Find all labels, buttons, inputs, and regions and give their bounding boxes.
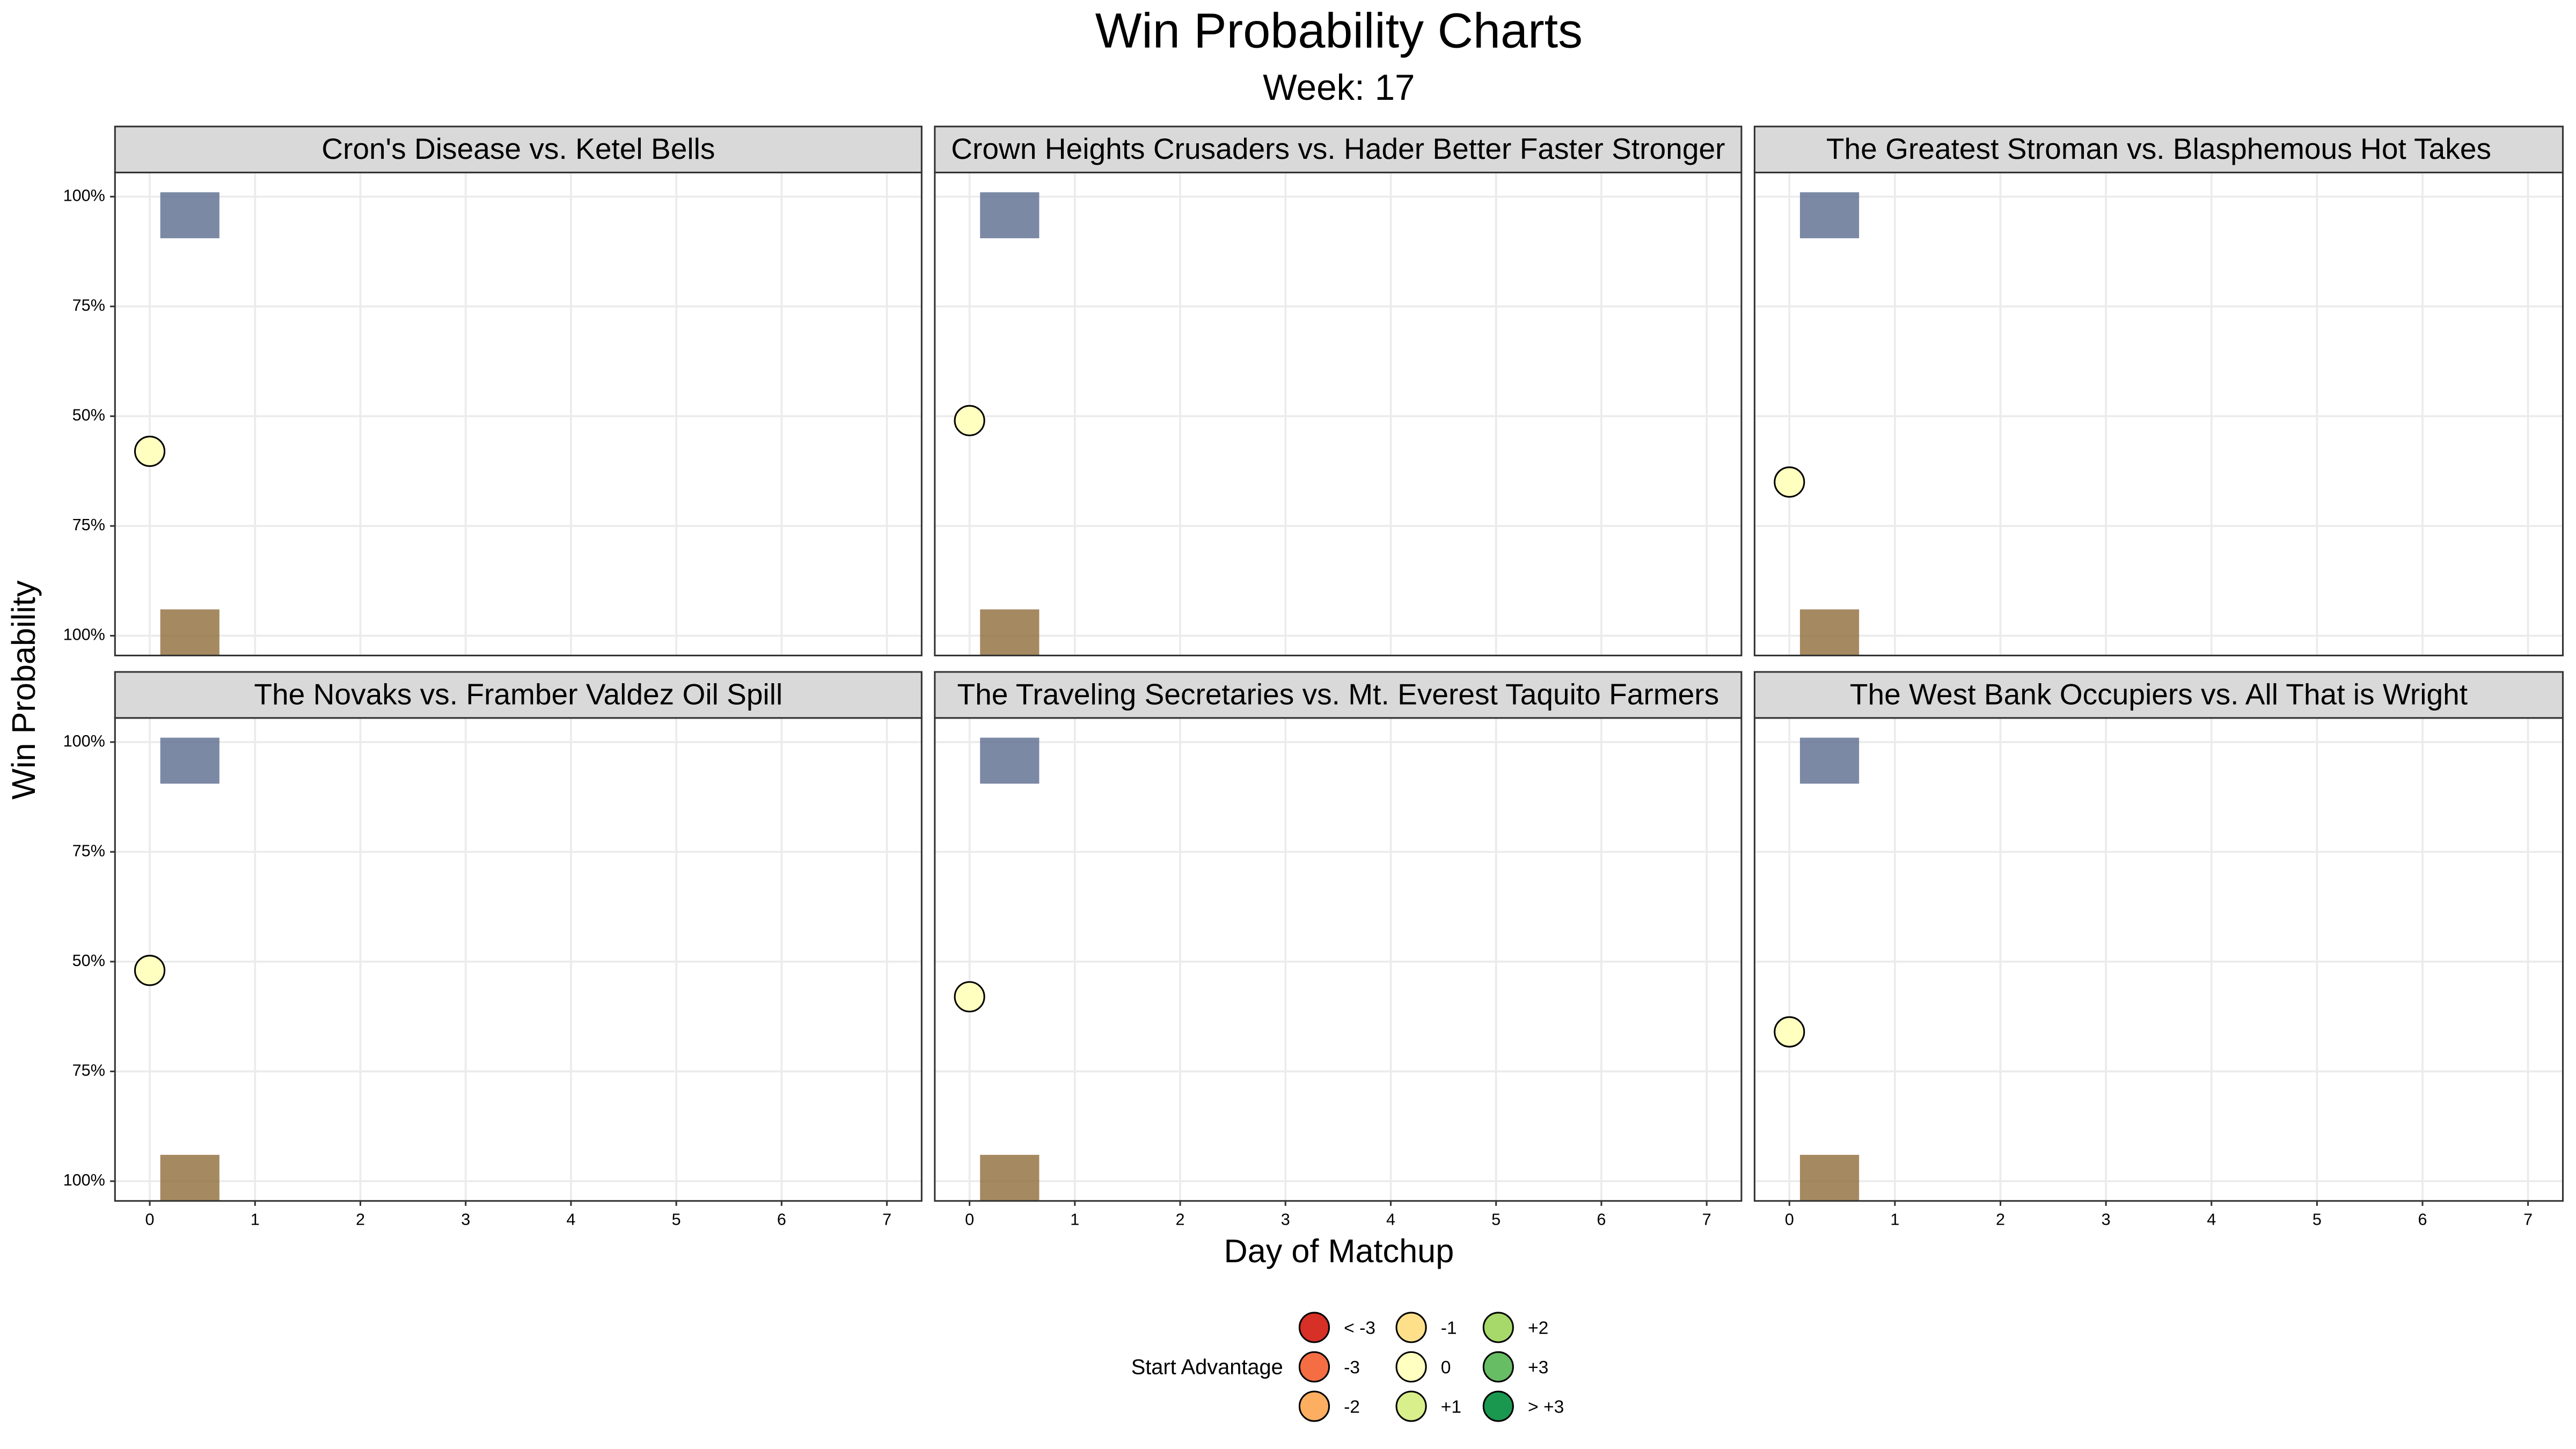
x-tick-label: 4 xyxy=(2207,1211,2216,1229)
team-logo xyxy=(1799,609,1860,656)
legend-label: -1 xyxy=(1441,1318,1457,1338)
panel-background xyxy=(115,172,922,656)
x-tick-label: 1 xyxy=(1890,1211,1899,1229)
team-logo xyxy=(1799,737,1860,784)
panel-background xyxy=(934,718,1741,1201)
x-tick-label: 3 xyxy=(2102,1211,2111,1229)
legend-key xyxy=(1395,1312,1427,1343)
point xyxy=(954,981,985,1013)
legend-key xyxy=(1298,1351,1330,1383)
team-logo xyxy=(980,737,1040,784)
x-tick-label: 0 xyxy=(145,1211,155,1229)
team-logo xyxy=(1799,192,1860,238)
team-logo xyxy=(160,1154,219,1201)
y-tick-label: 100% xyxy=(63,626,105,644)
x-tick-label: 4 xyxy=(1386,1211,1395,1229)
y-tick-label: 50% xyxy=(72,952,105,970)
legend-key xyxy=(1298,1312,1330,1343)
legend-key xyxy=(1482,1391,1514,1422)
panel-background xyxy=(934,172,1741,656)
legend-key xyxy=(1395,1391,1427,1422)
point xyxy=(1774,466,1805,498)
legend-label: -3 xyxy=(1344,1358,1360,1378)
legend-label: > +3 xyxy=(1528,1397,1564,1417)
x-tick-label: 7 xyxy=(882,1211,891,1229)
legend-label: 0 xyxy=(1441,1358,1451,1378)
strip xyxy=(934,671,1743,719)
y-tick-label: 75% xyxy=(72,1061,105,1079)
y-tick-label: 75% xyxy=(72,841,105,860)
x-tick-label: 2 xyxy=(1176,1211,1185,1229)
strip xyxy=(114,671,923,719)
point xyxy=(134,435,166,467)
x-tick-label: 2 xyxy=(356,1211,365,1229)
team-logo xyxy=(980,1154,1040,1201)
panel-background xyxy=(1754,172,2563,656)
team-logo xyxy=(160,609,219,656)
legend-key xyxy=(1298,1391,1330,1422)
point xyxy=(954,405,985,436)
x-tick-label: 3 xyxy=(461,1211,470,1229)
legend-label: +1 xyxy=(1441,1397,1461,1417)
y-tick-label: 100% xyxy=(63,187,105,205)
point xyxy=(1774,1016,1805,1048)
x-tick-label: 4 xyxy=(566,1211,575,1229)
panel-title: The Traveling Secretaries vs. Mt. Everes… xyxy=(957,678,1719,711)
panel-title: Cron's Disease vs. Ketel Bells xyxy=(321,132,715,165)
x-tick-label: 7 xyxy=(1702,1211,1711,1229)
x-tick-label: 5 xyxy=(1491,1211,1501,1229)
legend-title: Start Advantage xyxy=(1131,1356,1283,1379)
legend-label: +3 xyxy=(1528,1358,1548,1378)
x-tick-label: 1 xyxy=(251,1211,260,1229)
y-tick-label: 100% xyxy=(63,732,105,750)
x-tick-label: 2 xyxy=(1996,1211,2005,1229)
strip xyxy=(114,126,923,173)
strip xyxy=(1753,126,2564,173)
y-tick-label: 50% xyxy=(72,406,105,425)
x-tick-label: 0 xyxy=(965,1211,974,1229)
point xyxy=(134,955,166,986)
legend-key xyxy=(1395,1351,1427,1383)
panel-background xyxy=(1754,718,2563,1201)
legend-label: -2 xyxy=(1344,1397,1360,1417)
chart-title: Win Probability Charts xyxy=(1095,4,1583,58)
legend-label: < -3 xyxy=(1344,1318,1375,1338)
legend-key xyxy=(1482,1312,1514,1343)
legend-key xyxy=(1482,1351,1514,1383)
chart-subtitle: Week: 17 xyxy=(1263,68,1415,108)
x-tick-label: 1 xyxy=(1070,1211,1079,1229)
panel-background xyxy=(115,718,922,1201)
team-logo xyxy=(160,192,219,238)
x-tick-label: 6 xyxy=(1597,1211,1606,1229)
strip xyxy=(1753,671,2564,719)
y-axis-label: Win Probability xyxy=(5,580,42,800)
team-logo xyxy=(1799,1154,1860,1201)
panel-title: Crown Heights Crusaders vs. Hader Better… xyxy=(951,132,1725,165)
x-tick-label: 3 xyxy=(1281,1211,1290,1229)
team-logo xyxy=(980,192,1040,238)
x-axis-label: Day of Matchup xyxy=(1224,1233,1454,1269)
x-tick-label: 6 xyxy=(777,1211,786,1229)
x-tick-label: 7 xyxy=(2523,1211,2533,1229)
team-logo xyxy=(160,737,219,784)
x-tick-label: 5 xyxy=(672,1211,681,1229)
x-tick-label: 5 xyxy=(2312,1211,2322,1229)
panel-title: The Greatest Stroman vs. Blasphemous Hot… xyxy=(1826,132,2491,165)
y-tick-label: 75% xyxy=(72,296,105,314)
panel-title: The Novaks vs. Framber Valdez Oil Spill xyxy=(254,678,782,711)
team-logo xyxy=(980,609,1040,656)
x-tick-label: 6 xyxy=(2418,1211,2427,1229)
panel-title: The West Bank Occupiers vs. All That is … xyxy=(1850,678,2468,711)
legend-label: +2 xyxy=(1528,1318,1548,1338)
y-tick-label: 75% xyxy=(72,516,105,534)
y-tick-label: 100% xyxy=(63,1171,105,1189)
x-tick-label: 0 xyxy=(1785,1211,1794,1229)
strip xyxy=(934,126,1743,173)
